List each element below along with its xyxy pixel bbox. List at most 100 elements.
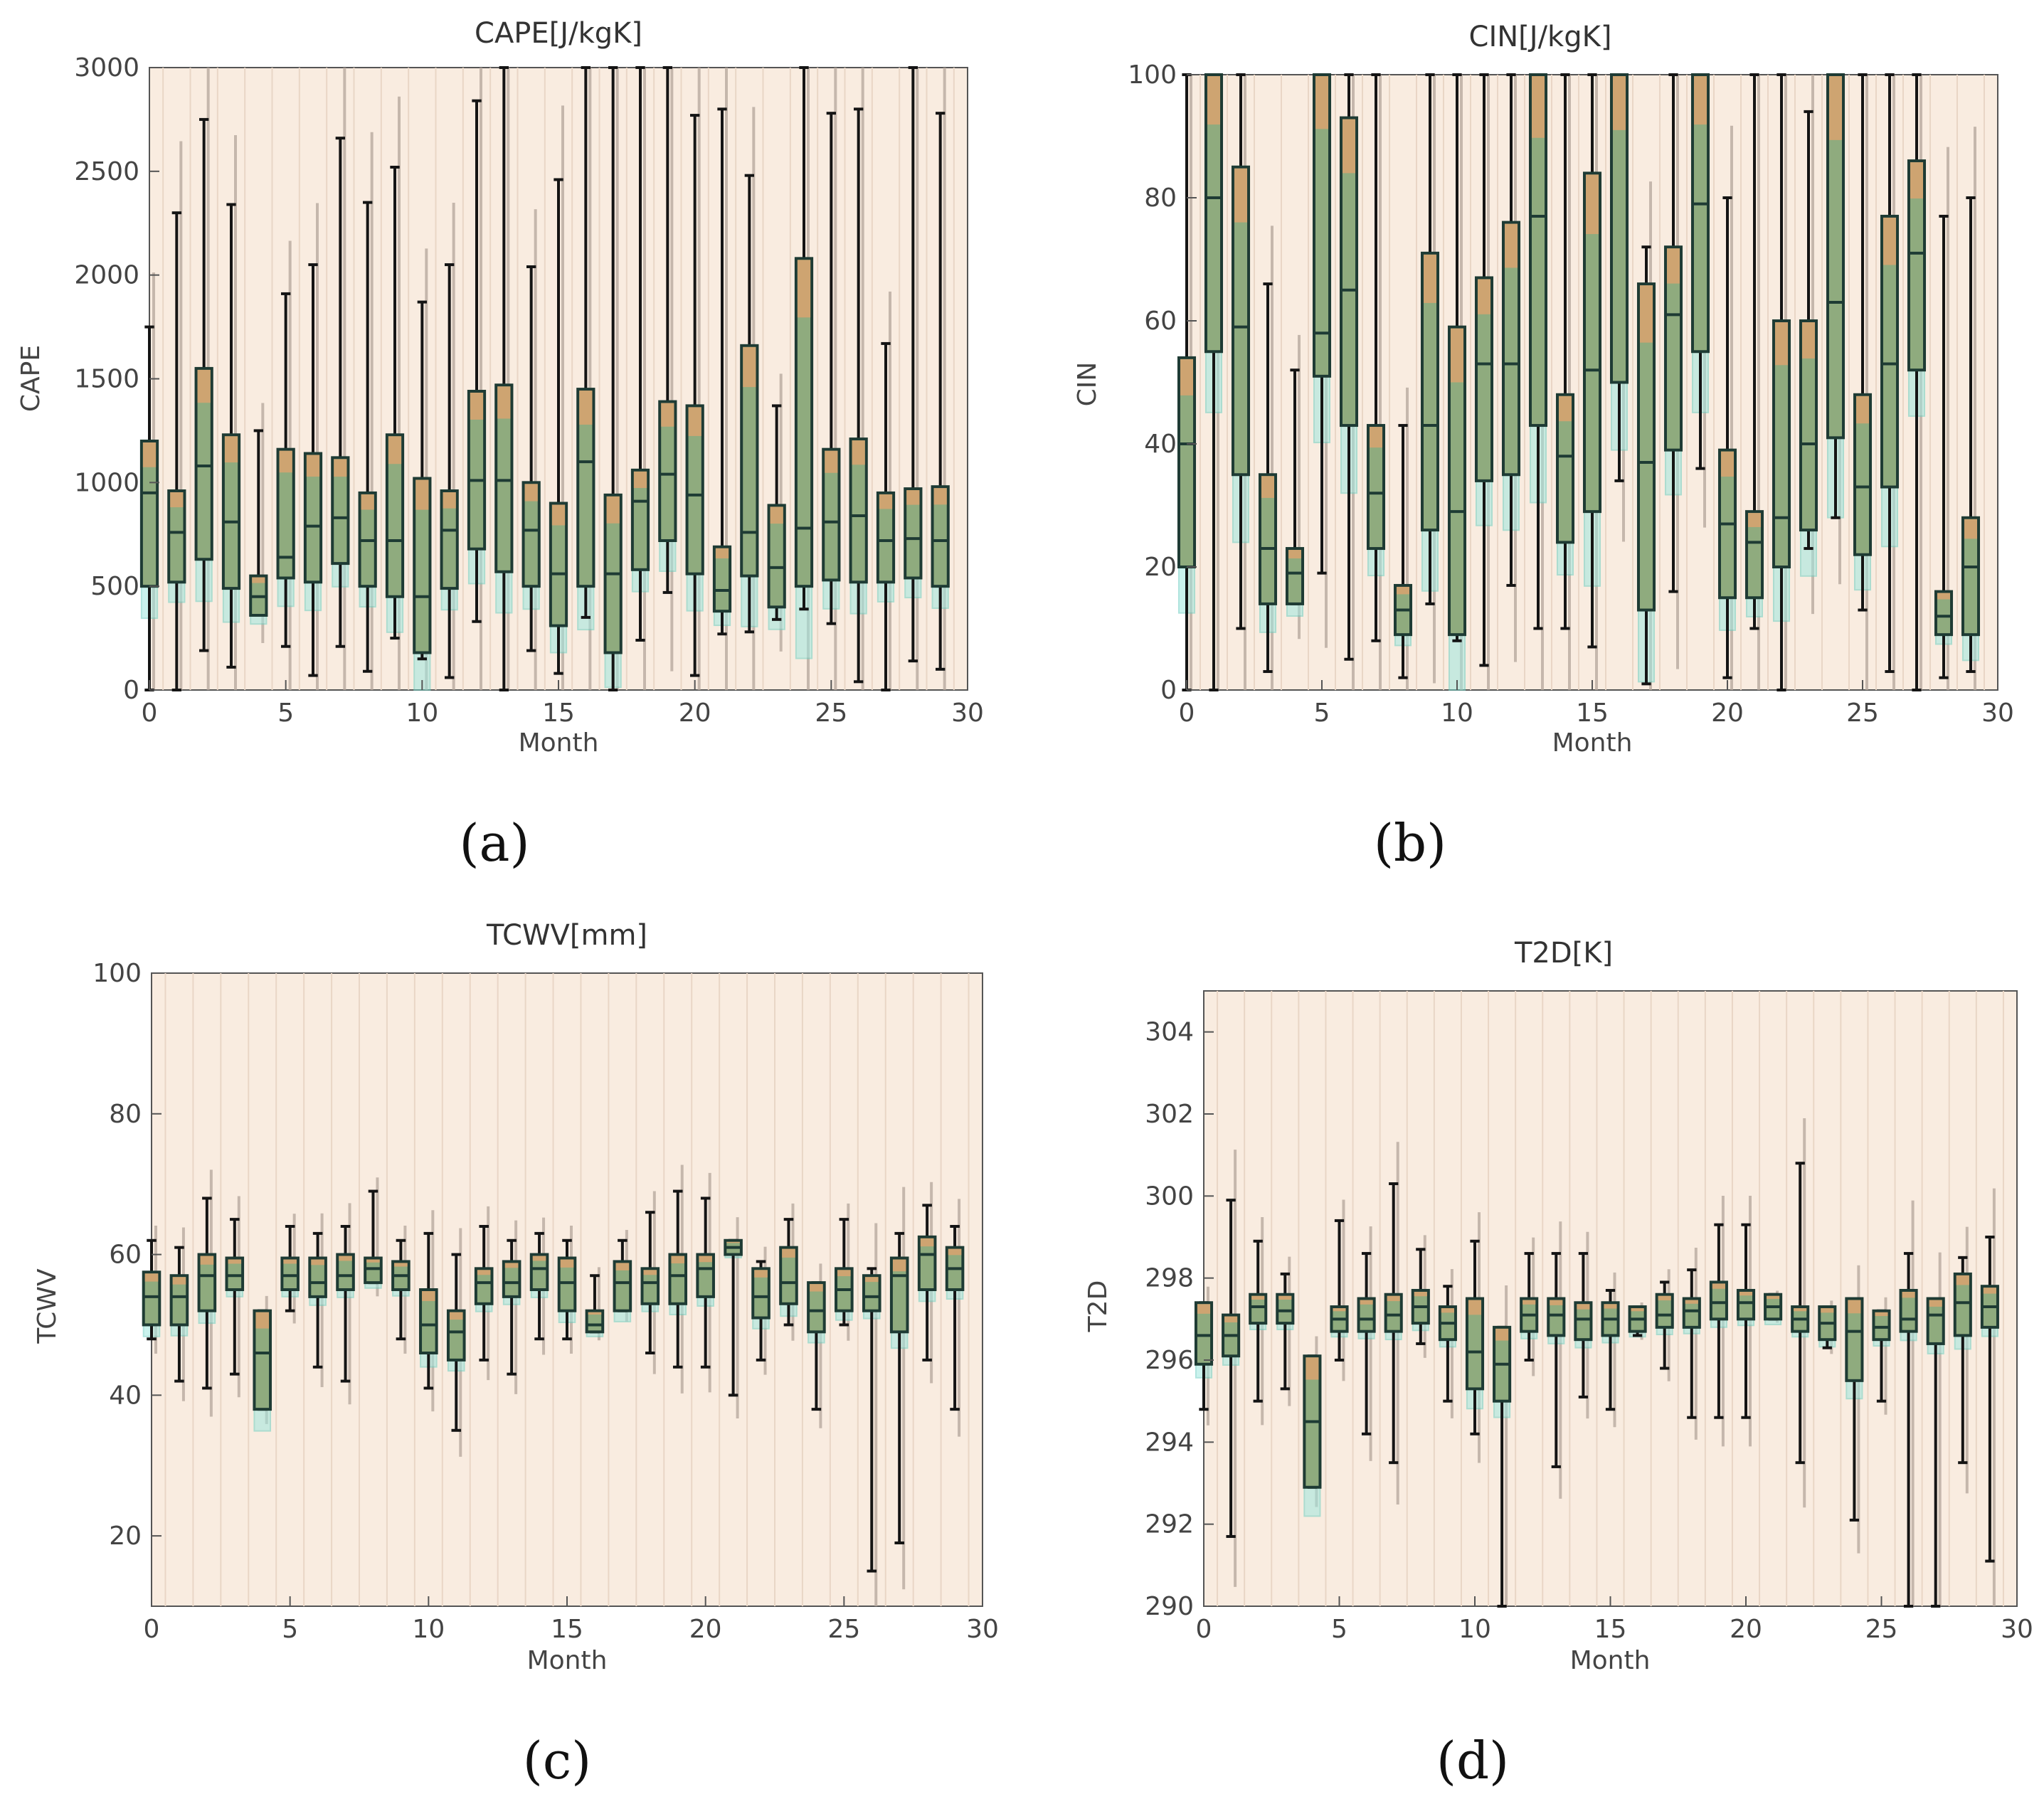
box-body: [1582, 171, 1602, 514]
box-body: [413, 477, 432, 654]
box-upper-segment: [170, 492, 184, 508]
box-month-27: [1926, 1252, 1945, 1608]
box-body: [696, 1253, 715, 1298]
box-month-2: [194, 68, 213, 690]
box-month-5: [280, 1214, 300, 1324]
box-upper-segment: [1577, 1304, 1590, 1310]
panel-caption: (b): [1374, 813, 1446, 873]
box-month-19: [1690, 73, 1710, 528]
y-tick-label: 302: [1145, 1100, 1194, 1129]
box-month-2: [197, 1169, 217, 1417]
box-upper-segment: [1794, 1308, 1807, 1312]
box-month-29: [945, 1199, 965, 1437]
box-month-20: [1736, 1196, 1756, 1447]
box-month-7: [1384, 1142, 1403, 1505]
box-upper-segment: [1468, 1300, 1482, 1315]
box-upper-segment: [588, 1312, 602, 1315]
box-body: [1574, 1301, 1593, 1342]
box-body: [1420, 251, 1440, 532]
x-tick-label: 5: [277, 699, 294, 728]
x-tick-label: 20: [1730, 1615, 1762, 1644]
box-body: [904, 487, 923, 580]
y-tick-label: 0: [1160, 676, 1177, 705]
y-tick-label: 304: [1145, 1018, 1194, 1047]
box-body: [876, 491, 896, 584]
box-body: [630, 468, 650, 571]
box-month-12: [474, 1206, 494, 1381]
y-tick-label: 1500: [74, 365, 139, 394]
box-month-4: [249, 403, 268, 643]
box-body: [1853, 393, 1873, 556]
box-upper-segment: [1612, 76, 1626, 130]
y-tick-label: 80: [1144, 184, 1177, 213]
box-body: [1501, 221, 1521, 477]
x-tick-label: 10: [412, 1615, 445, 1644]
box-month-6: [1357, 1226, 1376, 1461]
box-upper-segment: [782, 1248, 795, 1258]
box-upper-segment: [1929, 1300, 1942, 1307]
box-month-16: [576, 66, 595, 690]
box-body: [1926, 1297, 1945, 1345]
y-tick-label: 2500: [74, 157, 139, 186]
box-month-4: [1285, 334, 1305, 640]
box-month-25: [835, 1203, 854, 1341]
box-upper-segment: [837, 1270, 851, 1277]
box-month-5: [1330, 1199, 1349, 1381]
box-body: [529, 1253, 549, 1291]
x-tick-label: 30: [951, 699, 984, 728]
y-tick-label: 80: [109, 1100, 142, 1129]
y-tick-label: 298: [1145, 1264, 1194, 1293]
box-month-14: [529, 1217, 549, 1355]
box-body: [280, 1256, 300, 1291]
box-body: [1736, 1288, 1756, 1321]
x-tick-label: 0: [142, 699, 158, 728]
box-upper-segment: [366, 1259, 380, 1263]
box-month-22: [1772, 73, 1791, 691]
box-month-0: [139, 272, 159, 691]
box-upper-segment: [1450, 328, 1464, 383]
box-month-26: [1899, 1200, 1918, 1608]
box-month-26: [862, 1223, 881, 1606]
box-upper-segment: [1828, 76, 1843, 140]
box-upper-segment: [715, 548, 729, 559]
box-month-16: [585, 1267, 605, 1341]
box-upper-segment: [311, 1259, 324, 1265]
box-body: [668, 1253, 688, 1305]
box-body: [557, 1256, 577, 1312]
box-upper-segment: [1902, 1291, 1915, 1298]
box-month-5: [276, 240, 295, 690]
box-upper-segment: [1666, 248, 1680, 284]
box-body: [1276, 1293, 1295, 1325]
box-month-16: [1628, 1302, 1647, 1340]
box-upper-segment: [688, 407, 701, 436]
x-axis-label: Month: [1570, 1646, 1651, 1675]
box-month-28: [1934, 147, 1954, 690]
box-body: [1231, 165, 1251, 477]
box-upper-segment: [1910, 162, 1924, 199]
box-month-24: [1845, 1265, 1864, 1554]
box-upper-segment: [1224, 1316, 1238, 1322]
box-upper-segment: [726, 1241, 740, 1243]
box-month-19: [658, 66, 677, 672]
box-body: [1249, 1293, 1268, 1325]
box-month-4: [1303, 1336, 1322, 1517]
box-body: [221, 433, 241, 590]
box-month-19: [1709, 1196, 1728, 1447]
box-body: [1690, 73, 1710, 354]
box-upper-segment: [504, 1263, 519, 1268]
box-upper-segment: [1720, 451, 1735, 477]
box-upper-segment: [339, 1256, 352, 1261]
box-body: [1961, 516, 1981, 637]
box-body: [419, 1288, 438, 1354]
box-month-29: [931, 68, 950, 690]
box-body: [1357, 1297, 1376, 1333]
box-upper-segment: [415, 479, 429, 510]
box-upper-segment: [361, 494, 374, 510]
box-body: [779, 1246, 798, 1305]
box-month-13: [494, 66, 514, 691]
box-body: [253, 1309, 272, 1411]
box-month-7: [1366, 73, 1386, 690]
x-tick-label: 5: [1314, 699, 1330, 728]
box-month-28: [917, 1182, 937, 1384]
box-body: [467, 390, 487, 551]
